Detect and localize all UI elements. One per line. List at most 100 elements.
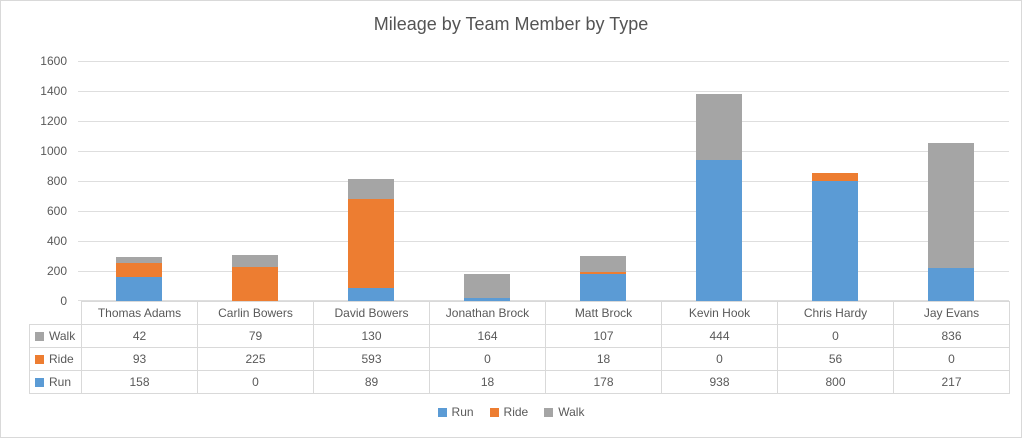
bar-segment-walk	[928, 143, 974, 269]
bar-kevin-hook	[696, 93, 742, 301]
table-value-cell: 0	[893, 347, 1010, 371]
gridline	[78, 211, 1009, 212]
y-axis-tick-label: 400	[46, 234, 67, 248]
y-axis-tick-label: 200	[46, 264, 67, 278]
legend-swatch-run	[437, 407, 447, 417]
bar-segment-walk	[348, 179, 394, 199]
bar-segment-run	[348, 287, 394, 301]
bar-segment-run	[812, 181, 858, 301]
table-value-cell: 107	[545, 324, 662, 348]
table-value-cell: 444	[661, 324, 778, 348]
table-value-cell: 93	[81, 347, 198, 371]
bar-carlin-bowers	[232, 255, 278, 301]
bar-segment-run	[580, 274, 626, 301]
bar-matt-brock	[580, 255, 626, 301]
category-header-david-bowers: David Bowers	[313, 301, 430, 325]
legend: Run Ride Walk	[1, 405, 1021, 419]
data-table: Thomas Adams Carlin Bowers David Bowers Jon…	[29, 301, 1010, 394]
table-corner-cell	[30, 302, 82, 325]
category-header-chris-hardy: Chris Hardy	[777, 301, 894, 325]
plot-area	[78, 61, 1009, 301]
table-value-cell: 79	[197, 324, 314, 348]
y-axis-tick-label: 1000	[40, 144, 67, 158]
table-row-walk: Walk 42 79 130 164 107 444 0 836	[29, 324, 1010, 348]
gridline	[78, 271, 1009, 272]
gridline	[78, 300, 1009, 301]
bar-segment-walk	[232, 255, 278, 268]
bar-jonathan-brock	[464, 273, 510, 301]
gridline	[78, 151, 1009, 152]
y-axis-tick-label: 800	[46, 174, 67, 188]
bar-segment-walk	[696, 93, 742, 161]
legend-label-walk: Walk	[558, 405, 585, 419]
legend-item-run: Run	[437, 405, 474, 419]
gridline	[78, 91, 1009, 92]
table-row-ride: Ride 93 225 593 0 18 0 56 0	[29, 347, 1010, 371]
y-axis-tick-label: 1600	[40, 54, 67, 68]
bar-segment-ride	[116, 263, 162, 278]
table-row-run: Run 158 0 89 18 178 938 800 217	[29, 370, 1010, 394]
table-value-cell: 836	[893, 324, 1010, 348]
gridline	[78, 181, 1009, 182]
table-value-cell: 0	[661, 347, 778, 371]
table-value-cell: 0	[197, 370, 314, 394]
y-axis-tick-label: 0	[60, 294, 67, 308]
table-value-cell: 0	[777, 324, 894, 348]
legend-label-ride: Ride	[503, 405, 529, 419]
bar-segment-walk	[580, 255, 626, 272]
gridline	[78, 61, 1009, 62]
table-value-cell: 938	[661, 370, 778, 394]
bar-david-bowers	[348, 179, 394, 301]
bar-segment-run	[116, 277, 162, 301]
bar-thomas-adams	[116, 257, 162, 301]
table-value-cell: 130	[313, 324, 430, 348]
category-header-thomas-adams: Thomas Adams	[81, 301, 198, 325]
bar-segment-walk	[116, 257, 162, 264]
table-value-cell: 225	[197, 347, 314, 371]
table-value-cell: 217	[893, 370, 1010, 394]
legend-item-ride: Ride	[489, 405, 529, 419]
category-header-matt-brock: Matt Brock	[545, 301, 662, 325]
bar-segment-walk	[464, 273, 510, 299]
table-value-cell: 42	[81, 324, 198, 348]
bar-segment-run	[928, 268, 974, 301]
legend-swatch-walk	[544, 407, 554, 417]
category-header-jay-evans: Jay Evans	[893, 301, 1010, 325]
series-row-label-walk: Walk	[29, 324, 82, 348]
table-value-cell: 0	[429, 347, 546, 371]
bar-segment-ride	[232, 267, 278, 301]
bar-segment-ride	[580, 271, 626, 275]
chart-title: Mileage by Team Member by Type	[373, 14, 649, 34]
bar-segment-run	[464, 298, 510, 301]
table-value-cell: 164	[429, 324, 546, 348]
table-value-cell: 56	[777, 347, 894, 371]
legend-key-swatch-walk	[35, 332, 44, 341]
series-row-label-ride: Ride	[29, 347, 82, 371]
table-header-row: Thomas Adams Carlin Bowers David Bowers Jon…	[30, 301, 1010, 325]
bar-segment-ride	[348, 198, 394, 288]
gridline	[78, 121, 1009, 122]
table-value-cell: 18	[545, 347, 662, 371]
y-axis-tick-label: 600	[46, 204, 67, 218]
legend-key-swatch-ride	[35, 355, 44, 364]
category-header-kevin-hook: Kevin Hook	[661, 301, 778, 325]
bar-jay-evans	[928, 143, 974, 301]
legend-label-run: Run	[451, 405, 474, 419]
legend-key-swatch-run	[35, 378, 44, 387]
table-value-cell: 18	[429, 370, 546, 394]
table-value-cell: 178	[545, 370, 662, 394]
table-value-cell: 89	[313, 370, 430, 394]
category-header-carlin-bowers: Carlin Bowers	[197, 301, 314, 325]
bar-segment-ride	[812, 172, 858, 181]
legend-swatch-ride	[489, 407, 499, 417]
table-value-cell: 800	[777, 370, 894, 394]
y-axis-tick-label: 1400	[40, 84, 67, 98]
y-axis-tick-label: 1200	[40, 114, 67, 128]
table-value-cell: 593	[313, 347, 430, 371]
table-value-cell: 158	[81, 370, 198, 394]
bar-chris-hardy	[812, 172, 858, 301]
bar-segment-run	[696, 160, 742, 301]
series-row-label-run: Run	[29, 370, 82, 394]
gridline	[78, 241, 1009, 242]
